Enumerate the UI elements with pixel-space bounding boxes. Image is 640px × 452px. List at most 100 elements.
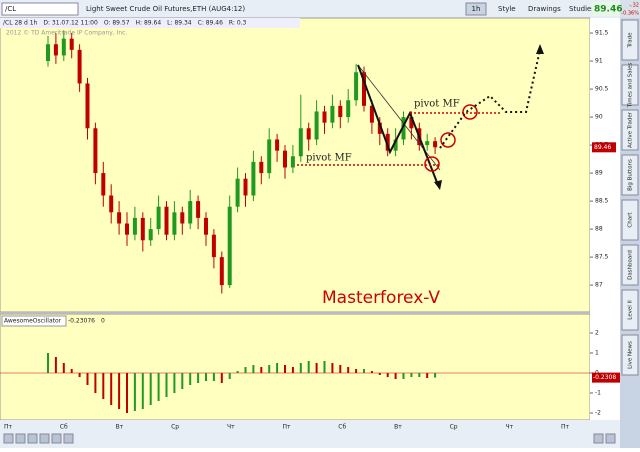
study-label-box bbox=[1, 315, 67, 327]
candle-body bbox=[180, 212, 185, 224]
wave-line bbox=[357, 64, 439, 186]
circle bbox=[424, 156, 440, 172]
candle-body bbox=[227, 206, 232, 286]
value-marker-label: -0.2308 bbox=[593, 374, 616, 381]
interval: 1h bbox=[472, 5, 481, 13]
price-panel bbox=[0, 17, 591, 313]
button[interactable]: Style bbox=[498, 5, 516, 13]
button[interactable]: Drawings bbox=[528, 5, 561, 13]
y-tick-label: 91.5 bbox=[595, 30, 609, 37]
icon-button[interactable] bbox=[605, 433, 616, 444]
symbol-input[interactable] bbox=[1, 2, 79, 16]
candle-body bbox=[61, 38, 66, 56]
candle-body bbox=[85, 83, 90, 129]
study-value: -0.23076 bbox=[68, 318, 95, 325]
instrument: Light Sweet Crude Oil Futures,ETH (AUG4:… bbox=[86, 5, 245, 13]
tab[interactable] bbox=[621, 154, 639, 196]
icon-button[interactable] bbox=[593, 433, 604, 444]
candle-body bbox=[53, 44, 58, 56]
tab[interactable] bbox=[621, 289, 639, 331]
candle-body bbox=[243, 178, 248, 196]
candle-body bbox=[306, 128, 311, 140]
icon-button[interactable] bbox=[51, 433, 62, 444]
oscillator-chart: 210-1-2-0.2308 bbox=[0, 330, 620, 417]
x-tick-label: Ср bbox=[450, 424, 458, 431]
icon-button[interactable] bbox=[15, 433, 26, 444]
drawings bbox=[297, 44, 544, 190]
candle-body bbox=[267, 139, 272, 174]
tab[interactable] bbox=[621, 334, 639, 376]
info-row: /CL 28 d 1h D: 31.07.12 11:00 O: 89.57 H: 8… bbox=[0, 18, 300, 28]
info-field: D: 31.07.12 11:00 bbox=[43, 20, 98, 27]
x-tick-label: Вт bbox=[116, 424, 124, 431]
x-tick-label: Пт bbox=[282, 424, 291, 431]
candle-body bbox=[46, 44, 50, 62]
candle-body bbox=[77, 49, 82, 84]
candle-body bbox=[156, 206, 161, 230]
candle-body bbox=[172, 212, 177, 235]
x-tick-label: Ср bbox=[171, 424, 179, 431]
candle-body bbox=[235, 178, 240, 207]
icon-button[interactable] bbox=[27, 433, 38, 444]
last-price: 89.46 bbox=[594, 5, 622, 15]
tab[interactable] bbox=[621, 64, 639, 106]
annotation: pivot MF bbox=[414, 99, 460, 110]
tab-label: Active Trader bbox=[628, 111, 634, 148]
axis-area bbox=[590, 18, 620, 420]
candle-body bbox=[314, 111, 319, 140]
annotation: Masterforex-V bbox=[322, 288, 440, 308]
candle-body bbox=[251, 161, 256, 196]
y-tick-label: 2 bbox=[595, 330, 599, 337]
tab[interactable] bbox=[621, 199, 639, 241]
candle-body bbox=[219, 257, 224, 286]
tab[interactable] bbox=[621, 19, 639, 61]
candle-body bbox=[338, 105, 343, 118]
tab-label: Times and Sales bbox=[628, 62, 634, 108]
annotation: pivot MF bbox=[306, 153, 352, 164]
candle-body bbox=[69, 38, 74, 50]
toolbar bbox=[0, 0, 620, 18]
candle-body bbox=[322, 111, 327, 123]
tab[interactable] bbox=[621, 109, 639, 151]
arrow-head bbox=[434, 180, 442, 190]
x-tick-label: Вт bbox=[394, 424, 402, 431]
tab-list: Trade Times and Sales Active Trader Big But… bbox=[621, 19, 639, 376]
price-box bbox=[592, 2, 620, 16]
value-marker bbox=[592, 372, 620, 383]
candle-body bbox=[393, 139, 398, 151]
price-marker-label: 89.46 bbox=[594, 144, 611, 151]
study-param: 0 bbox=[101, 318, 105, 325]
icon-button[interactable] bbox=[3, 433, 14, 444]
price-marker bbox=[592, 142, 616, 153]
button[interactable]: Studies bbox=[569, 5, 595, 13]
candle-body bbox=[101, 173, 106, 196]
icon-button[interactable] bbox=[63, 433, 74, 444]
tab-label: Dashboard bbox=[628, 250, 634, 280]
oscillator-panel bbox=[0, 313, 591, 421]
y-tick-label: 88 bbox=[595, 226, 603, 233]
study-name: AwesomeOscillator bbox=[4, 318, 62, 325]
candle-body bbox=[409, 117, 414, 129]
info-field: C: 89.46 bbox=[198, 20, 223, 27]
y-tick-label: 89 bbox=[595, 170, 603, 177]
tab[interactable] bbox=[621, 244, 639, 286]
y-tick-label: 90.5 bbox=[595, 86, 609, 93]
y-tick-label: 90 bbox=[595, 114, 603, 121]
x-tick-label: Пт bbox=[4, 424, 13, 431]
y-tick-label: 91 bbox=[595, 58, 603, 65]
circle bbox=[440, 132, 456, 148]
candle-body bbox=[140, 217, 145, 241]
y-tick-label: -1 bbox=[595, 390, 601, 397]
arrow-head bbox=[536, 44, 544, 54]
candle-body bbox=[346, 100, 351, 118]
candle-body bbox=[109, 195, 114, 213]
icon-button[interactable] bbox=[39, 433, 50, 444]
footer-icons bbox=[3, 433, 616, 444]
candle-body bbox=[362, 72, 366, 106]
interval-button[interactable] bbox=[465, 2, 487, 16]
tab-label: Live News bbox=[628, 341, 634, 369]
candle-body bbox=[117, 212, 122, 224]
tab-label: Big Buttons bbox=[628, 159, 634, 191]
